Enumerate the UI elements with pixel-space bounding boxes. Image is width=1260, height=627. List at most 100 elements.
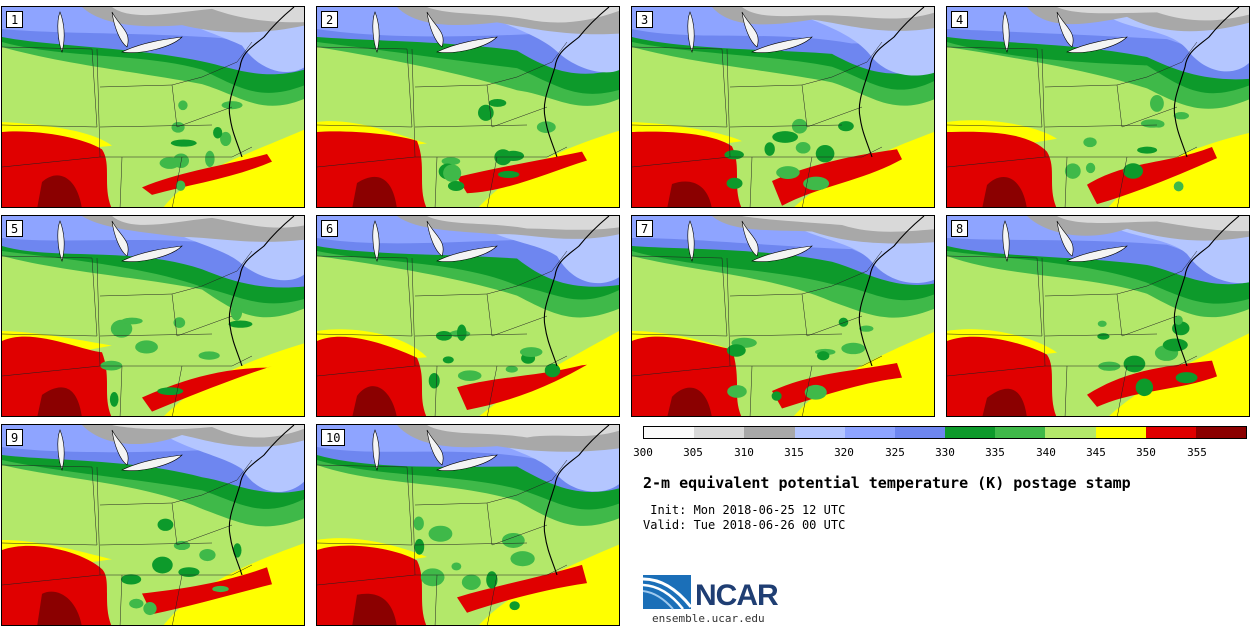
field-350 [1087, 146, 1217, 205]
convective-cell [173, 540, 191, 551]
coastline [228, 7, 295, 158]
convective-cell [815, 144, 835, 163]
state-border [99, 124, 213, 128]
member-label: 3 [636, 11, 654, 28]
state-border [1064, 365, 1068, 416]
state-border [317, 255, 413, 337]
convective-cell [505, 365, 518, 373]
convective-cell [157, 518, 174, 531]
field-350 [2, 336, 112, 416]
convective-cell [135, 340, 158, 354]
stamp-panel-9: 9 [1, 424, 305, 626]
convective-cell [1135, 378, 1154, 397]
convective-cell [198, 351, 220, 360]
great-lakes [436, 245, 498, 262]
convective-cell [221, 101, 243, 110]
state-border [414, 542, 528, 546]
convective-cell [173, 317, 186, 328]
convective-cell [1123, 355, 1146, 373]
convective-cell [172, 153, 190, 169]
convective-cell [726, 344, 746, 357]
convective-cell [488, 98, 507, 107]
coastline [858, 7, 925, 158]
state-border [806, 315, 863, 337]
ncar-logo-icon [643, 575, 693, 610]
member-label: 1 [6, 11, 24, 28]
state-border [729, 333, 843, 337]
site-url: ensemble.ucar.edu [652, 612, 765, 625]
state-border [491, 315, 548, 337]
state-border [1117, 156, 1128, 207]
member-label: 2 [321, 11, 339, 28]
state-border [861, 146, 883, 158]
coastline [543, 216, 610, 367]
state-border [749, 365, 753, 416]
field-305 [742, 7, 934, 19]
state-border [119, 156, 123, 207]
field-305 [112, 216, 304, 228]
great-lakes [687, 220, 695, 262]
convective-cell [178, 100, 188, 111]
theta-e-map [947, 7, 1249, 207]
field-355 [37, 591, 82, 625]
state-border [491, 106, 548, 128]
state-border [317, 464, 413, 546]
valid-time: Valid: Tue 2018-06-26 00 UTC [643, 518, 846, 532]
member-label: 7 [636, 220, 654, 237]
great-lakes [372, 220, 380, 262]
field-350 [142, 153, 272, 195]
stamp-panel-10: 10 [316, 424, 620, 626]
theta-e-map [317, 425, 619, 625]
theta-e-map [2, 216, 304, 416]
great-lakes [372, 429, 380, 471]
state-border [231, 564, 253, 576]
colorbar-segment [694, 427, 745, 438]
state-border [172, 365, 183, 416]
state-border [176, 524, 233, 546]
field-355 [352, 176, 397, 207]
init-time: Init: Mon 2018-06-25 12 UTC [643, 503, 846, 517]
theta-e-map [632, 7, 934, 207]
convective-cell [1123, 163, 1143, 179]
field-305 [742, 216, 934, 232]
great-lakes [1056, 11, 1074, 48]
state-border [1117, 365, 1128, 416]
state-border [317, 46, 413, 128]
convective-cell [1064, 163, 1081, 179]
field-350 [632, 336, 742, 416]
ncar-logo: NCAR [643, 571, 793, 613]
state-border [119, 365, 123, 416]
convective-cell [519, 347, 543, 357]
convective-cell [199, 548, 216, 562]
great-lakes [436, 454, 498, 471]
field-350 [457, 564, 587, 613]
convective-cell [1175, 372, 1198, 384]
great-lakes [436, 36, 498, 53]
field-355 [37, 175, 82, 207]
state-border [176, 315, 233, 337]
colorbar-tick-label: 340 [1036, 446, 1056, 459]
field-355 [982, 177, 1027, 207]
theta-e-map [947, 216, 1249, 416]
convective-cell [451, 562, 462, 571]
great-lakes [1066, 245, 1128, 262]
member-label: 10 [321, 429, 346, 446]
convective-cell [205, 150, 215, 167]
convective-cell [447, 181, 465, 191]
field-305 [427, 216, 619, 230]
convective-cell [724, 150, 744, 160]
great-lakes [1002, 11, 1010, 53]
convective-cell [152, 556, 173, 574]
field-345 [164, 343, 304, 416]
state-border [1116, 250, 1198, 295]
convective-cell [764, 142, 775, 156]
member-label: 8 [951, 220, 969, 237]
state-border [1176, 355, 1198, 367]
convective-cell [486, 571, 498, 589]
colorbar-tick-label: 350 [1136, 446, 1156, 459]
colorbar-segment [1195, 427, 1247, 438]
convective-cell [428, 372, 440, 389]
convective-cell [178, 567, 200, 577]
coastline [228, 216, 295, 367]
great-lakes [751, 36, 813, 53]
